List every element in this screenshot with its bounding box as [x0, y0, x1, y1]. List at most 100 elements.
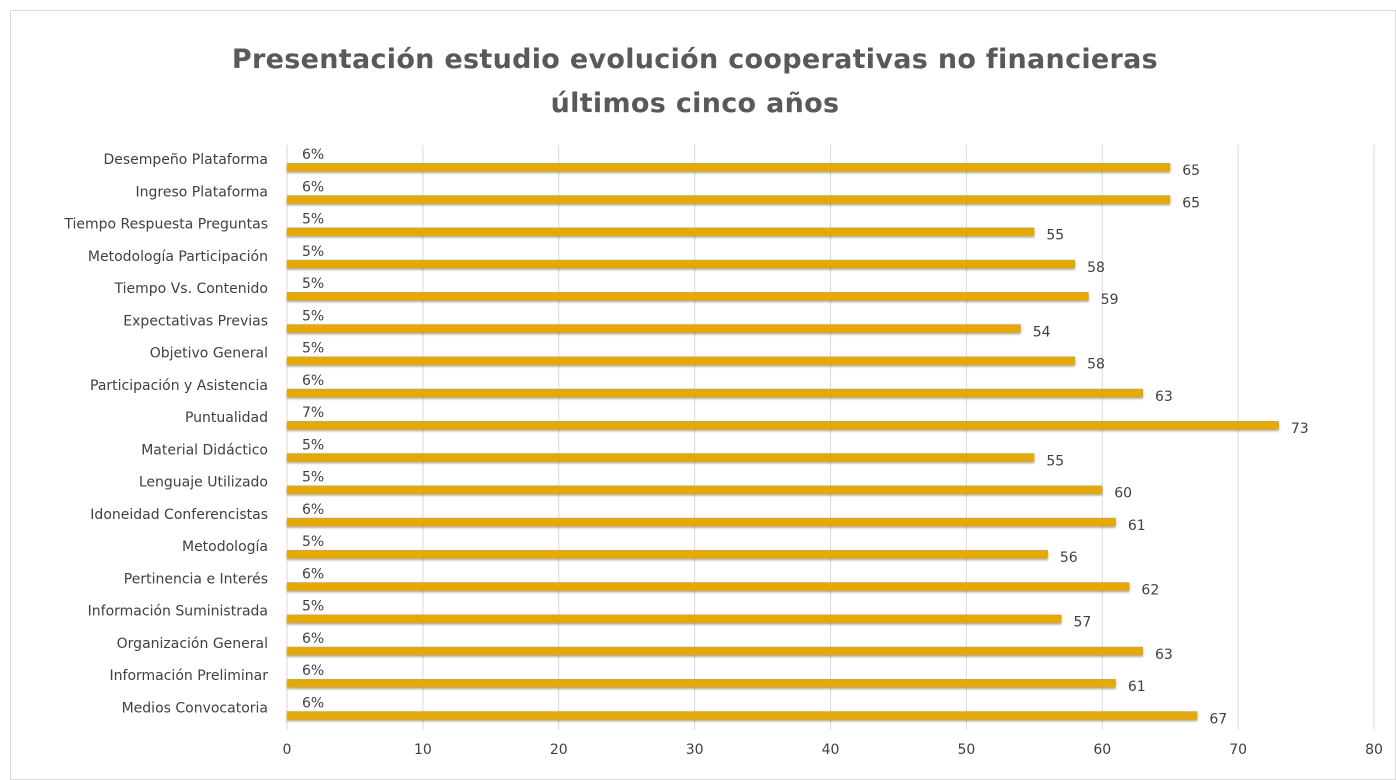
bar: [287, 424, 288, 426]
y-tick-label: Metodología: [182, 539, 268, 555]
y-tick-label: Información Suministrada: [88, 604, 268, 620]
bar: [287, 614, 1062, 623]
value-label: 65: [1182, 195, 1200, 211]
bar: [287, 198, 288, 201]
y-tick-label: Metodología Participación: [88, 249, 268, 265]
value-label: 6%: [302, 147, 324, 163]
value-label: 6%: [302, 502, 324, 518]
value-label: 58: [1087, 357, 1105, 373]
bar: [287, 453, 1035, 462]
bar: [287, 517, 1116, 526]
bar: [287, 553, 288, 555]
y-tick-label: Puntualidad: [185, 410, 268, 426]
bar: [287, 714, 288, 717]
value-label: 5%: [302, 244, 324, 260]
bar: [287, 682, 288, 684]
value-label: 59: [1101, 292, 1119, 308]
bar: [287, 679, 1116, 687]
value-label: 55: [1046, 228, 1064, 244]
value-label: 67: [1209, 711, 1227, 727]
value-label: 63: [1155, 389, 1173, 405]
value-label: 73: [1291, 421, 1309, 437]
bar: [287, 711, 1198, 720]
bar: [287, 163, 1171, 171]
y-tick-label: Lenguaje Utilizado: [139, 475, 268, 491]
value-label: 6%: [302, 631, 324, 647]
y-tick-label: Objetivo General: [150, 346, 268, 362]
value-label: 56: [1060, 550, 1078, 566]
bar: [287, 230, 288, 233]
bar: [287, 488, 288, 491]
y-tick-label: Organización General: [117, 636, 268, 652]
bar: [287, 327, 288, 330]
bar: [287, 259, 1076, 268]
bar: [287, 356, 1076, 365]
value-label: 62: [1141, 582, 1159, 598]
bar: [287, 391, 288, 394]
bar: [287, 421, 1279, 429]
y-tick-label: Participación y Asistencia: [90, 378, 268, 394]
bar: [287, 582, 1130, 591]
y-tick-label: Desempeño Plataforma: [103, 152, 268, 168]
x-tick-label: 70: [1229, 742, 1247, 758]
value-label: 6%: [302, 695, 324, 711]
value-label: 5%: [302, 276, 324, 292]
value-label: 57: [1073, 615, 1091, 631]
value-label: 60: [1114, 486, 1132, 502]
x-tick-label: 10: [414, 742, 432, 758]
y-tick-label: Tiempo Respuesta Preguntas: [63, 217, 268, 233]
y-tick-label: Pertinencia e Interés: [124, 571, 268, 587]
y-tick-label: Medios Convocatoria: [122, 700, 268, 716]
y-tick-label: Información Preliminar: [110, 668, 269, 684]
value-label: 7%: [302, 405, 324, 421]
y-tick-label: Expectativas Previas: [123, 313, 268, 329]
value-label: 5%: [302, 470, 324, 486]
bar: [287, 195, 1171, 204]
bar: [287, 324, 1021, 333]
value-label: 58: [1087, 260, 1105, 276]
value-label: 5%: [302, 308, 324, 324]
chart-title: Presentación estudio evolución cooperati…: [231, 44, 1159, 119]
y-tick-label: Idoneidad Conferencistas: [90, 507, 268, 523]
bar: [287, 292, 1089, 300]
x-tick-label: 60: [1093, 742, 1111, 758]
bar: [287, 359, 288, 362]
bar: [287, 649, 288, 652]
bar: [287, 485, 1103, 494]
value-label: 5%: [302, 212, 324, 228]
value-label: 6%: [302, 179, 324, 195]
value-label: 61: [1128, 679, 1146, 695]
value-label: 5%: [302, 534, 324, 550]
bar: [287, 388, 1144, 397]
bar: [287, 166, 288, 168]
value-label: 6%: [302, 373, 324, 389]
value-label: 5%: [302, 437, 324, 453]
value-label: 6%: [302, 566, 324, 582]
x-tick-label: 80: [1365, 742, 1383, 758]
y-tick-label: Ingreso Plataforma: [136, 184, 268, 200]
value-label: 55: [1046, 453, 1064, 469]
bar: [287, 262, 288, 265]
bar: [287, 520, 288, 523]
bar: [287, 456, 288, 459]
bar: [287, 295, 288, 297]
x-tick-label: 40: [822, 742, 840, 758]
y-tick-label: Tiempo Vs. Contenido: [114, 281, 268, 297]
value-label: 5%: [302, 599, 324, 615]
value-label: 61: [1128, 518, 1146, 534]
y-tick-label: Material Didáctico: [141, 442, 268, 458]
bar: [287, 646, 1144, 655]
value-label: 6%: [302, 663, 324, 679]
x-tick-label: 0: [283, 742, 292, 758]
bar: [287, 550, 1048, 558]
value-label: 5%: [302, 341, 324, 357]
value-label: 54: [1033, 324, 1051, 340]
value-label: 63: [1155, 647, 1173, 663]
value-label: 65: [1182, 163, 1200, 179]
bar: [287, 617, 288, 620]
x-tick-label: 20: [550, 742, 568, 758]
x-tick-label: 50: [957, 742, 975, 758]
bar: [287, 585, 288, 588]
